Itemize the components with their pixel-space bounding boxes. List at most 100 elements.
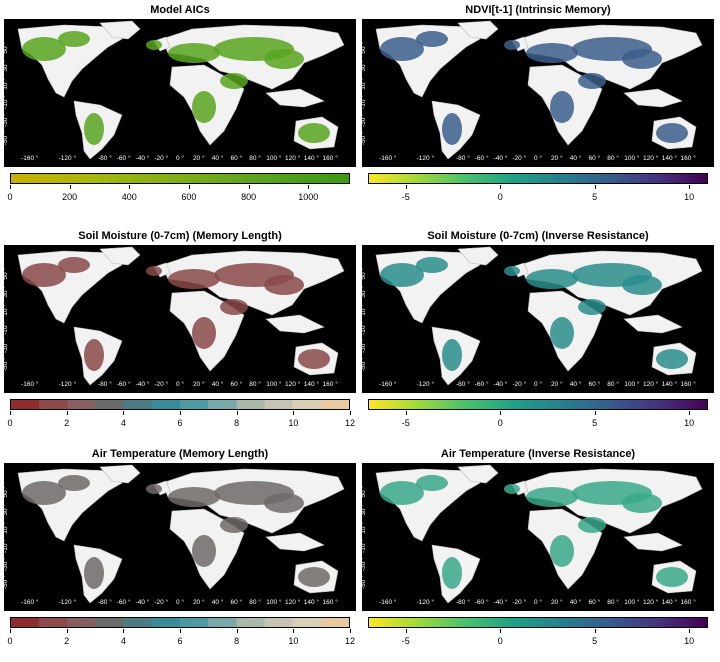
longitude-label: -40 ° bbox=[494, 380, 508, 388]
longitude-label: 160 ° bbox=[323, 154, 339, 162]
legend-tick bbox=[594, 411, 596, 415]
world-map: -160 ° -120 ° -80 ° -60 ° -40 ° -20 ° 0 ° 20 ° 4… bbox=[4, 463, 356, 611]
longitude-label: 100 ° bbox=[624, 380, 640, 388]
legend-tick-label: 4 bbox=[120, 636, 126, 646]
longitude-label: -80 ° bbox=[98, 154, 112, 162]
map-canvas: -160 ° -120 ° -80 ° -60 ° -40 ° -20 ° 0 ° 20 ° 4… bbox=[4, 20, 345, 162]
data-region bbox=[380, 481, 424, 505]
longitude-label: -60 ° bbox=[475, 154, 489, 162]
longitude-label: 80 ° bbox=[249, 598, 261, 606]
longitude-label: 120 ° bbox=[285, 154, 301, 162]
legend-tick-label: 0 bbox=[497, 636, 503, 646]
panel-title: Soil Moisture (0-7cm) (Memory Length) bbox=[78, 230, 282, 242]
longitude-label: 120 ° bbox=[285, 598, 301, 606]
longitude-label: -40 ° bbox=[136, 380, 150, 388]
data-region bbox=[168, 487, 220, 507]
latitude-label: -50 ° bbox=[362, 131, 367, 145]
legend-tick-label: 2 bbox=[64, 418, 70, 428]
data-region bbox=[84, 557, 104, 589]
color-legend-bar bbox=[368, 173, 708, 184]
latitude-label: 50 ° bbox=[362, 268, 367, 280]
longitude-label: -160 ° bbox=[379, 380, 397, 388]
legend-tick-label: 8 bbox=[234, 418, 240, 428]
legend-ticks: -5 0 5 10 bbox=[368, 629, 708, 653]
longitude-label: 0 ° bbox=[176, 598, 184, 606]
data-region bbox=[146, 484, 162, 494]
landmass bbox=[457, 464, 499, 484]
longitude-label: 60 ° bbox=[588, 154, 600, 162]
latitude-label: -10 ° bbox=[362, 321, 367, 335]
legend-tick-label: 12 bbox=[344, 418, 356, 428]
latitude-label: -30 ° bbox=[4, 113, 9, 127]
legend-tick-label: 10 bbox=[684, 418, 695, 428]
longitude-label: 20 ° bbox=[193, 380, 205, 388]
latitude-label: 50 ° bbox=[362, 42, 367, 54]
data-region bbox=[298, 349, 330, 369]
longitude-label: -160 ° bbox=[21, 598, 39, 606]
legend-tick bbox=[500, 629, 502, 633]
legend-tick-label: 0 bbox=[7, 636, 13, 646]
longitude-label: -20 ° bbox=[154, 154, 168, 162]
legend-tick-label: 5 bbox=[592, 636, 598, 646]
longitude-label: -60 ° bbox=[117, 598, 131, 606]
latitude-label: 50 ° bbox=[362, 486, 367, 498]
longitude-label: 20 ° bbox=[551, 154, 563, 162]
legend-tick-label: 0 bbox=[497, 418, 503, 428]
legend-tick bbox=[10, 185, 11, 189]
latitude-label: 10 ° bbox=[362, 304, 367, 316]
data-region bbox=[58, 31, 90, 47]
map-canvas: -160 ° -120 ° -80 ° -60 ° -40 ° -20 ° 0 ° 20 ° 4… bbox=[362, 464, 703, 606]
legend-tick bbox=[350, 411, 351, 415]
data-region bbox=[84, 339, 104, 371]
legend-tick-label: 0 bbox=[497, 192, 503, 202]
legend-tick bbox=[405, 185, 407, 189]
longitude-label: 160 ° bbox=[681, 598, 697, 606]
longitude-label: -60 ° bbox=[475, 598, 489, 606]
longitude-label: 140 ° bbox=[304, 154, 320, 162]
longitude-label: 160 ° bbox=[323, 380, 339, 388]
latitude-label: -10 ° bbox=[4, 95, 9, 109]
data-region bbox=[442, 557, 462, 589]
landmass bbox=[623, 88, 683, 108]
latitude-label: -10 ° bbox=[362, 95, 367, 109]
landmass bbox=[265, 532, 325, 552]
longitude-label: 120 ° bbox=[643, 598, 659, 606]
legend-tick bbox=[308, 185, 310, 189]
latitude-label: 50 ° bbox=[4, 42, 9, 54]
longitude-label: -20 ° bbox=[154, 598, 168, 606]
panel-title: Soil Moisture (0-7cm) (Inverse Resistanc… bbox=[427, 230, 649, 242]
longitude-label: -160 ° bbox=[21, 380, 39, 388]
legend-tick-label: 200 bbox=[62, 192, 78, 202]
data-region bbox=[58, 475, 90, 491]
longitude-label: -80 ° bbox=[456, 154, 470, 162]
legend-tick-label: 5 bbox=[592, 192, 598, 202]
longitude-label: -80 ° bbox=[98, 380, 112, 388]
legend-ticks: 0 2 4 6 8 10 12 bbox=[7, 411, 355, 435]
longitude-label: -160 ° bbox=[21, 154, 39, 162]
latitude-label: 30 ° bbox=[4, 286, 9, 298]
legend-tick bbox=[180, 411, 181, 415]
data-region bbox=[622, 275, 662, 295]
legend-tick-label: 1000 bbox=[298, 192, 319, 202]
data-region bbox=[298, 123, 330, 143]
data-region bbox=[656, 567, 688, 587]
legend-tick-label: -5 bbox=[401, 636, 410, 646]
landmass bbox=[99, 464, 141, 484]
data-region bbox=[264, 49, 304, 69]
landmass bbox=[457, 246, 499, 266]
longitude-label: -20 ° bbox=[512, 598, 526, 606]
longitude-label: -120 ° bbox=[417, 380, 435, 388]
data-region bbox=[58, 257, 90, 273]
latitude-label: 30 ° bbox=[4, 504, 9, 516]
longitude-label: 60 ° bbox=[230, 154, 242, 162]
legend-tick bbox=[350, 629, 351, 633]
landmass bbox=[99, 20, 141, 40]
longitude-label: 40 ° bbox=[570, 598, 582, 606]
landmass bbox=[265, 88, 325, 108]
legend-tick bbox=[689, 629, 691, 633]
longitude-label: -60 ° bbox=[117, 380, 131, 388]
landmass bbox=[623, 314, 683, 334]
legend-tick bbox=[66, 629, 68, 633]
data-region bbox=[220, 73, 248, 89]
latitude-label: 10 ° bbox=[4, 304, 9, 316]
